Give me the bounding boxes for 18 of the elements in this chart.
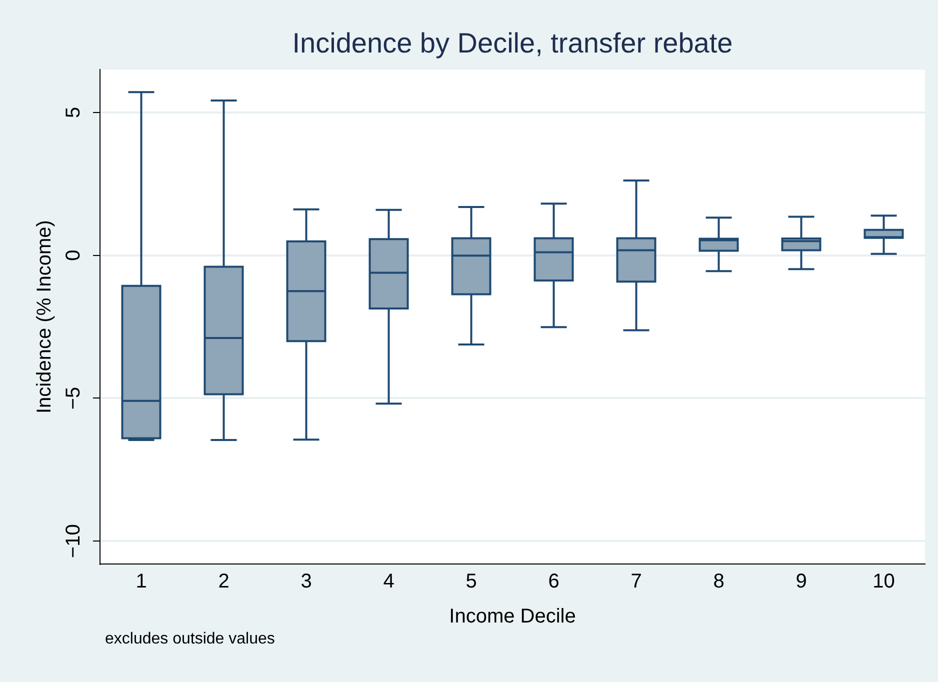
x-tick-label: 8 bbox=[713, 570, 724, 593]
y-tick-label: 5 bbox=[62, 106, 85, 118]
x-tick-label: 2 bbox=[218, 570, 230, 593]
x-tick-label: 3 bbox=[300, 570, 312, 593]
x-tick-label: 1 bbox=[136, 570, 147, 593]
x-tick-label: 6 bbox=[548, 570, 560, 593]
text: excludes outside values bbox=[105, 630, 275, 648]
y-tick-label: −10 bbox=[62, 524, 85, 558]
x-tick-label: 9 bbox=[796, 570, 807, 593]
x-axis-title: Income Decile bbox=[449, 606, 576, 628]
chart-title: Incidence by Decile, transfer rebate bbox=[292, 28, 733, 59]
x-tick-label: 5 bbox=[466, 570, 477, 593]
y-tick-label: 0 bbox=[62, 250, 85, 261]
y-tick-label: −5 bbox=[62, 386, 85, 410]
x-tick-label: 10 bbox=[872, 570, 895, 593]
y-axis-title: Incidence (% Income) bbox=[34, 220, 56, 414]
x-tick-label: 4 bbox=[383, 570, 394, 593]
x-tick-label: 7 bbox=[630, 570, 642, 593]
